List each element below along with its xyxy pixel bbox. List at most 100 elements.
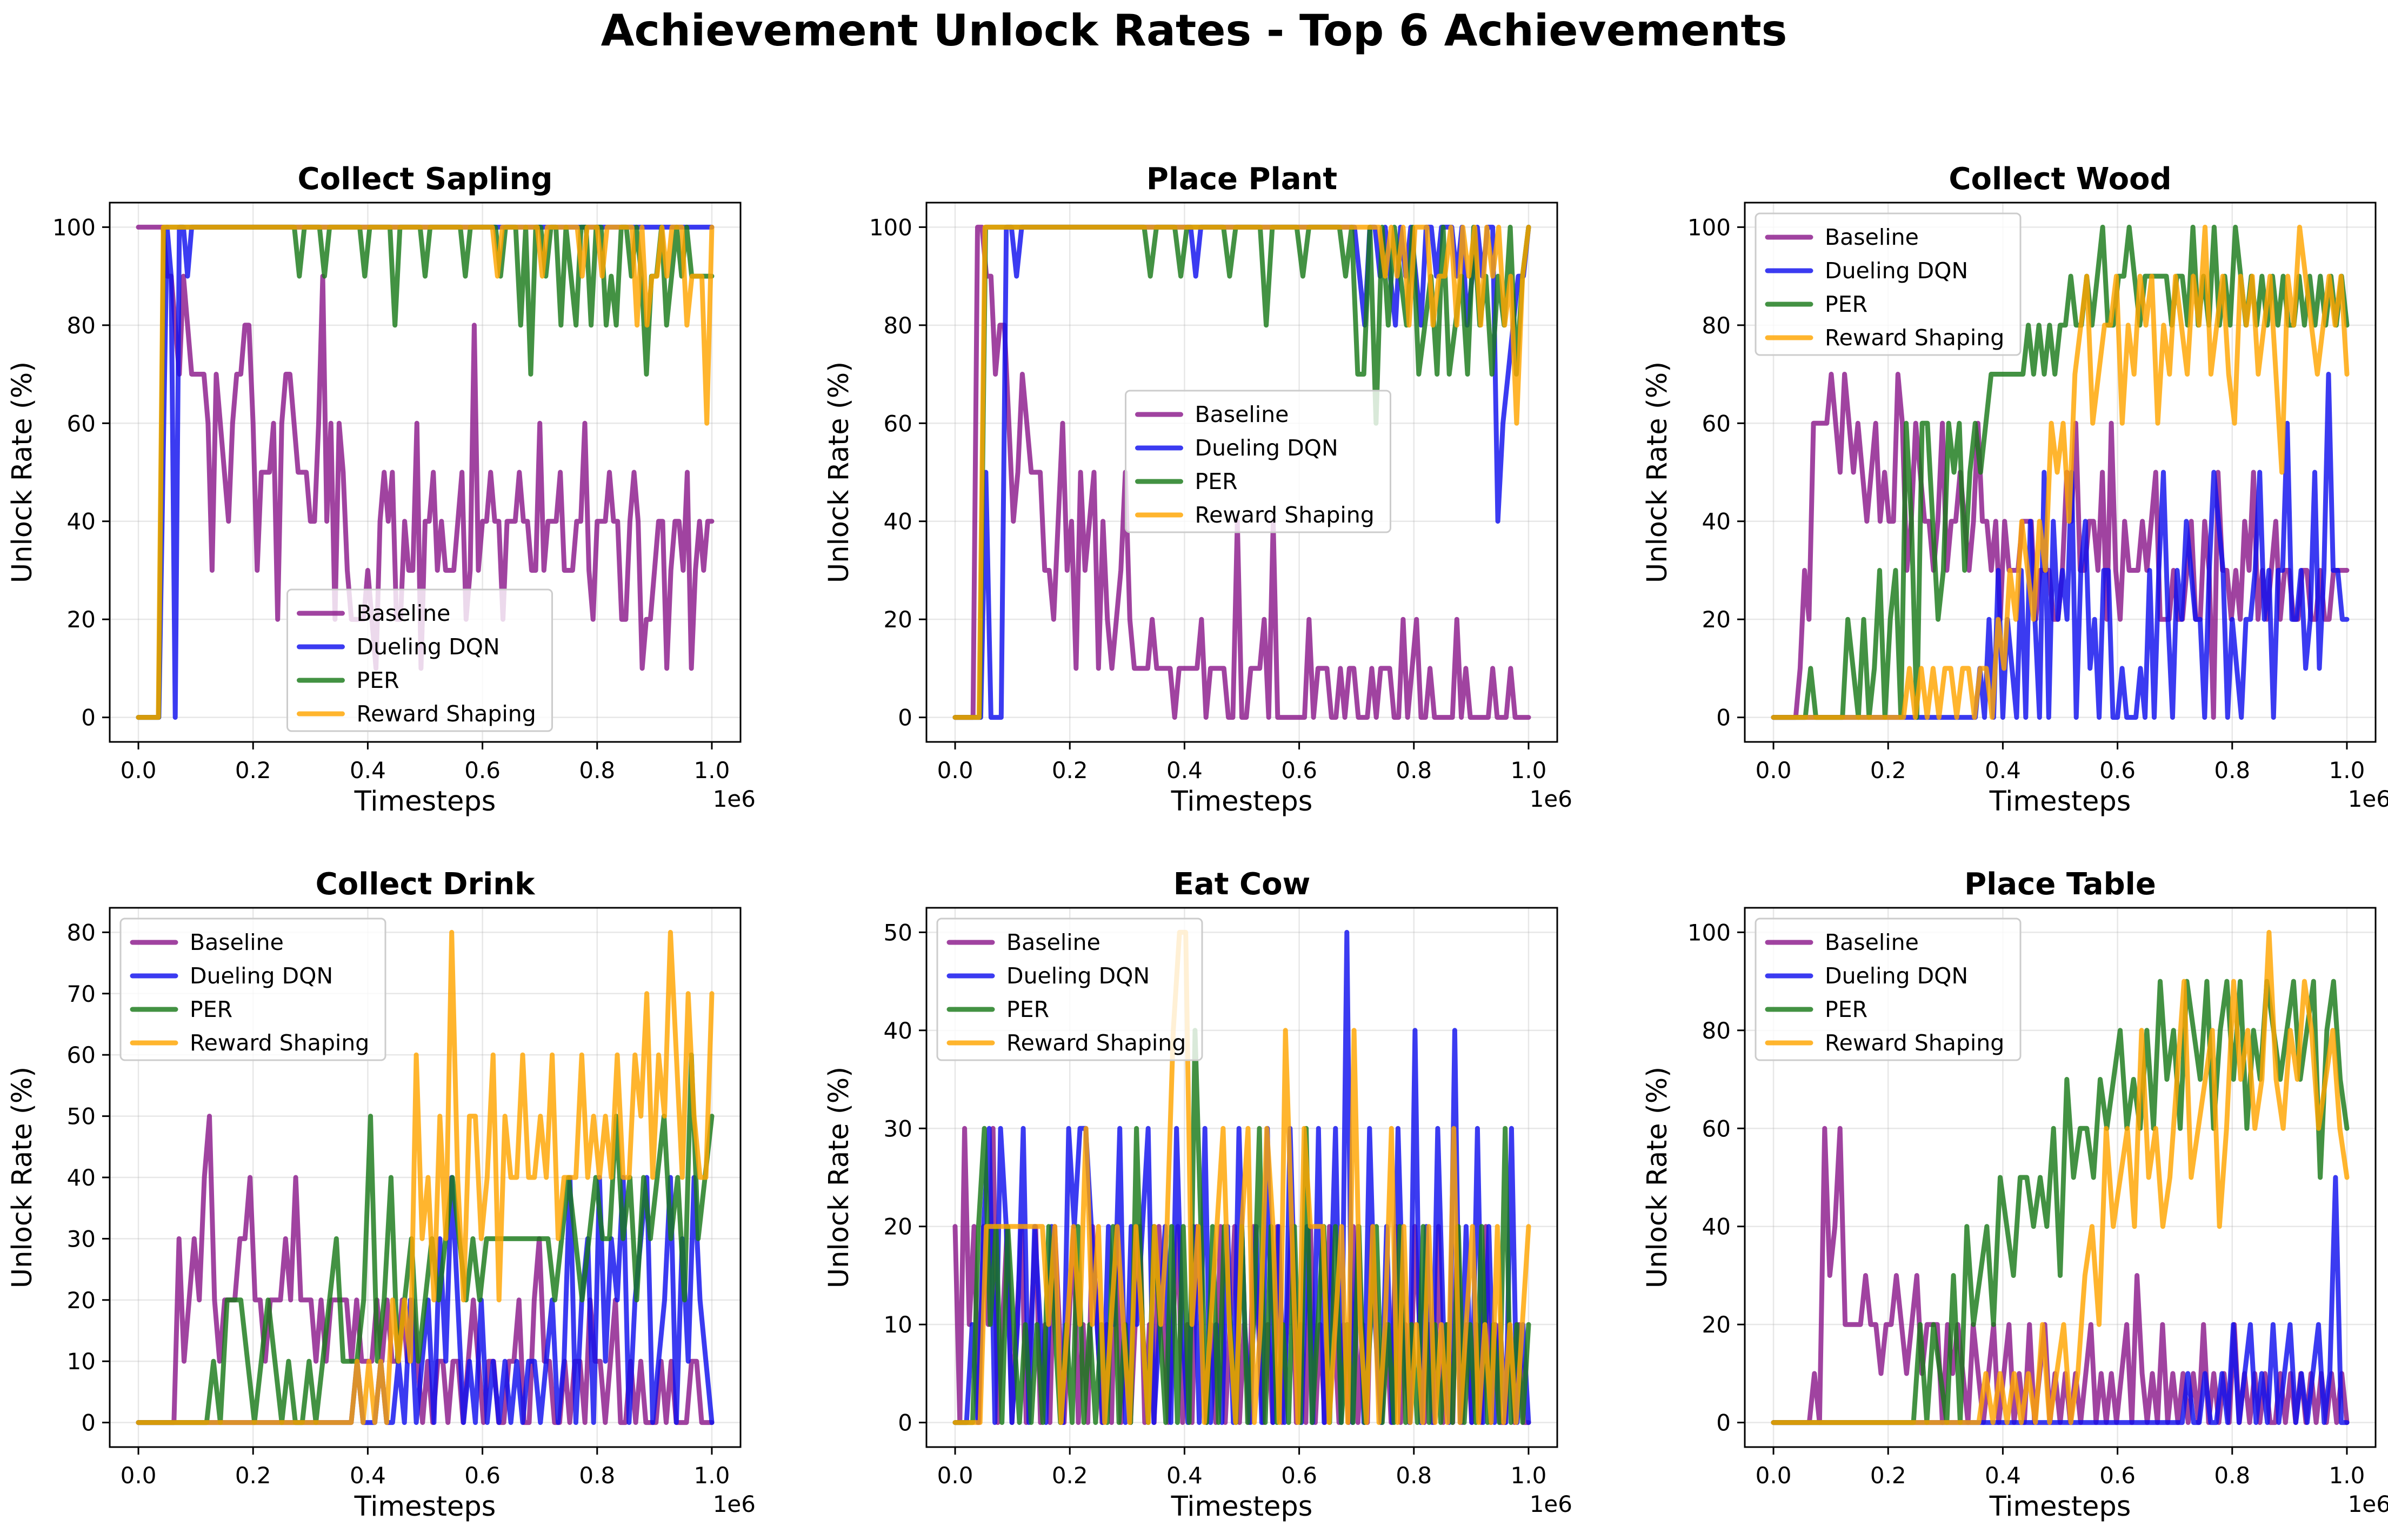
- y-tick-label: 100: [1687, 214, 1731, 240]
- y-tick-label: 60: [884, 410, 912, 437]
- legend-label: Reward Shaping: [1006, 1030, 1186, 1056]
- y-tick-label: 20: [1702, 1311, 1731, 1338]
- x-tick-label: 0.2: [235, 757, 271, 784]
- series-line-reward-shaping: [952, 929, 1531, 1425]
- x-tick-label: 0.8: [2214, 757, 2250, 784]
- subplot-grid: 0.0 0.2 0.4 0.6 0.8 1.00204060801001e6Collect…: [6, 162, 2388, 1523]
- legend-label: Dueling DQN: [1195, 435, 1338, 461]
- y-tick-label: 0: [81, 705, 96, 731]
- x-tick-label: 1.0: [694, 1462, 730, 1489]
- subplot-title: Collect Sapling: [298, 162, 553, 197]
- x-offset-label: 1e6: [713, 1491, 756, 1517]
- legend-label: Baseline: [1825, 929, 1919, 955]
- figure-suptitle: Achievement Unlock Rates - Top 6 Achieve…: [601, 5, 1787, 56]
- y-tick-label: 60: [67, 1042, 96, 1068]
- x-tick-label: 0.0: [1756, 757, 1792, 784]
- y-axis-label: Unlock Rate (%): [6, 361, 38, 583]
- y-tick-label: 20: [67, 1287, 96, 1314]
- legend: Baseline Dueling DQN PER Reward Shaping: [1755, 918, 2022, 1061]
- x-tick-label: 0.0: [937, 757, 973, 784]
- subplot-5: 0.0 0.2 0.4 0.6 0.8 1.0 0 10 20 30 40 50 1e6 Eat Cow T…: [823, 867, 1572, 1523]
- y-axis-label: Unlock Rate (%): [1642, 1067, 1673, 1288]
- legend-label: Baseline: [1195, 401, 1289, 427]
- y-tick-label: 20: [67, 606, 96, 633]
- series-line-reward-shaping: [136, 929, 715, 1425]
- series-line-baseline: [136, 224, 715, 671]
- x-tick-label: 0.2: [1052, 757, 1088, 784]
- legend-label: PER: [357, 667, 399, 693]
- legend-box: [286, 588, 553, 732]
- y-tick-label: 100: [1687, 919, 1731, 946]
- y-tick-label: 60: [1702, 1115, 1731, 1142]
- legend-label: PER: [1825, 291, 1867, 317]
- x-tick-label: 0.4: [1166, 757, 1203, 784]
- x-tick-label: 0.8: [2214, 1462, 2250, 1489]
- y-tick-label: 60: [67, 410, 96, 437]
- subplot-title: Place Table: [1964, 867, 2156, 902]
- y-tick-label: 50: [884, 919, 912, 946]
- y-tick-label: 30: [884, 1115, 912, 1142]
- x-tick-label: 0.2: [235, 1462, 271, 1489]
- x-axis-label: Timesteps: [354, 1491, 496, 1523]
- subplot-title: Collect Drink: [316, 867, 536, 902]
- subplot-3: 0.0 0.2 0.4 0.6 0.8 1.0 0 20 40 60 80 100 1e6 Collect…: [1642, 162, 2388, 818]
- legend-label: Dueling DQN: [190, 963, 333, 989]
- x-axis-label: Timesteps: [1171, 786, 1313, 818]
- x-tick-label: 0.4: [1985, 757, 2021, 784]
- legend-label: Reward Shaping: [1825, 1030, 2004, 1056]
- subplot-title: Eat Cow: [1173, 867, 1311, 902]
- x-tick-label: 1.0: [1511, 1462, 1547, 1489]
- y-tick-label: 80: [67, 919, 96, 946]
- y-axis-label: Unlock Rate (%): [823, 361, 855, 583]
- series-line-reward-shaping: [1771, 929, 2350, 1425]
- x-tick-label: 0.8: [1396, 757, 1432, 784]
- subplot-title: Collect Wood: [1949, 162, 2171, 197]
- y-tick-label: 0: [1716, 1410, 1731, 1436]
- legend-label: Reward Shaping: [190, 1030, 369, 1056]
- axes-frame: [925, 202, 1558, 743]
- y-tick-label: 80: [1702, 312, 1731, 339]
- x-offset-label: 1e6: [713, 786, 756, 812]
- y-tick-label: 30: [67, 1226, 96, 1252]
- y-tick-label: 40: [884, 508, 912, 535]
- subplot-1: 0.0 0.2 0.4 0.6 0.8 1.0 0 20 40 60 80 100 1e6 Collect…: [6, 162, 756, 818]
- y-tick-label: 40: [1702, 1214, 1731, 1240]
- series-line-reward-shaping: [952, 224, 1531, 720]
- y-tick-label: 40: [1702, 508, 1731, 535]
- y-tick-label: 80: [1702, 1017, 1731, 1044]
- legend-box: [1755, 918, 2022, 1061]
- legend: Baseline Dueling DQN PER Reward Shaping: [1755, 212, 2022, 356]
- y-tick-label: 60: [1702, 410, 1731, 437]
- x-tick-label: 0.6: [2099, 757, 2136, 784]
- legend-box: [1755, 212, 2022, 356]
- y-tick-label: 20: [1702, 606, 1731, 633]
- x-tick-label: 0.2: [1870, 757, 1906, 784]
- x-tick-label: 0.8: [579, 757, 615, 784]
- y-tick-label: 50: [67, 1103, 96, 1130]
- y-tick-label: 0: [898, 1410, 912, 1436]
- y-tick-label: 40: [67, 1164, 96, 1191]
- series-group: [1771, 224, 2350, 720]
- legend-label: Baseline: [190, 929, 284, 955]
- y-tick-label: 0: [1716, 705, 1731, 731]
- x-tick-label: 0.6: [1281, 757, 1317, 784]
- y-tick-label: 10: [884, 1311, 912, 1338]
- subplot-title: Place Plant: [1146, 162, 1337, 197]
- x-offset-label: 1e6: [2348, 786, 2388, 812]
- x-tick-label: 0.2: [1870, 1462, 1906, 1489]
- x-tick-label: 0.4: [350, 1462, 386, 1489]
- legend-label: Dueling DQN: [1006, 963, 1150, 989]
- y-tick-label: 100: [52, 214, 96, 240]
- x-tick-label: 0.8: [579, 1462, 615, 1489]
- subplot-6: 0.0 0.2 0.4 0.6 0.8 1.0 0 20 40 60 80 100 1e6 Place T…: [1642, 867, 2388, 1523]
- series-line-reward-shaping: [1771, 224, 2350, 720]
- y-tick-label: 100: [869, 214, 912, 240]
- x-tick-label: 0.8: [1396, 1462, 1432, 1489]
- series-group: [1771, 929, 2350, 1425]
- x-offset-label: 1e6: [1530, 1491, 1572, 1517]
- x-offset-label: 1e6: [2348, 1491, 2388, 1517]
- x-tick-label: 0.4: [1166, 1462, 1203, 1489]
- axes-frame: [109, 202, 742, 743]
- legend-label: Reward Shaping: [1825, 325, 2004, 351]
- x-tick-label: 0.6: [464, 1462, 501, 1489]
